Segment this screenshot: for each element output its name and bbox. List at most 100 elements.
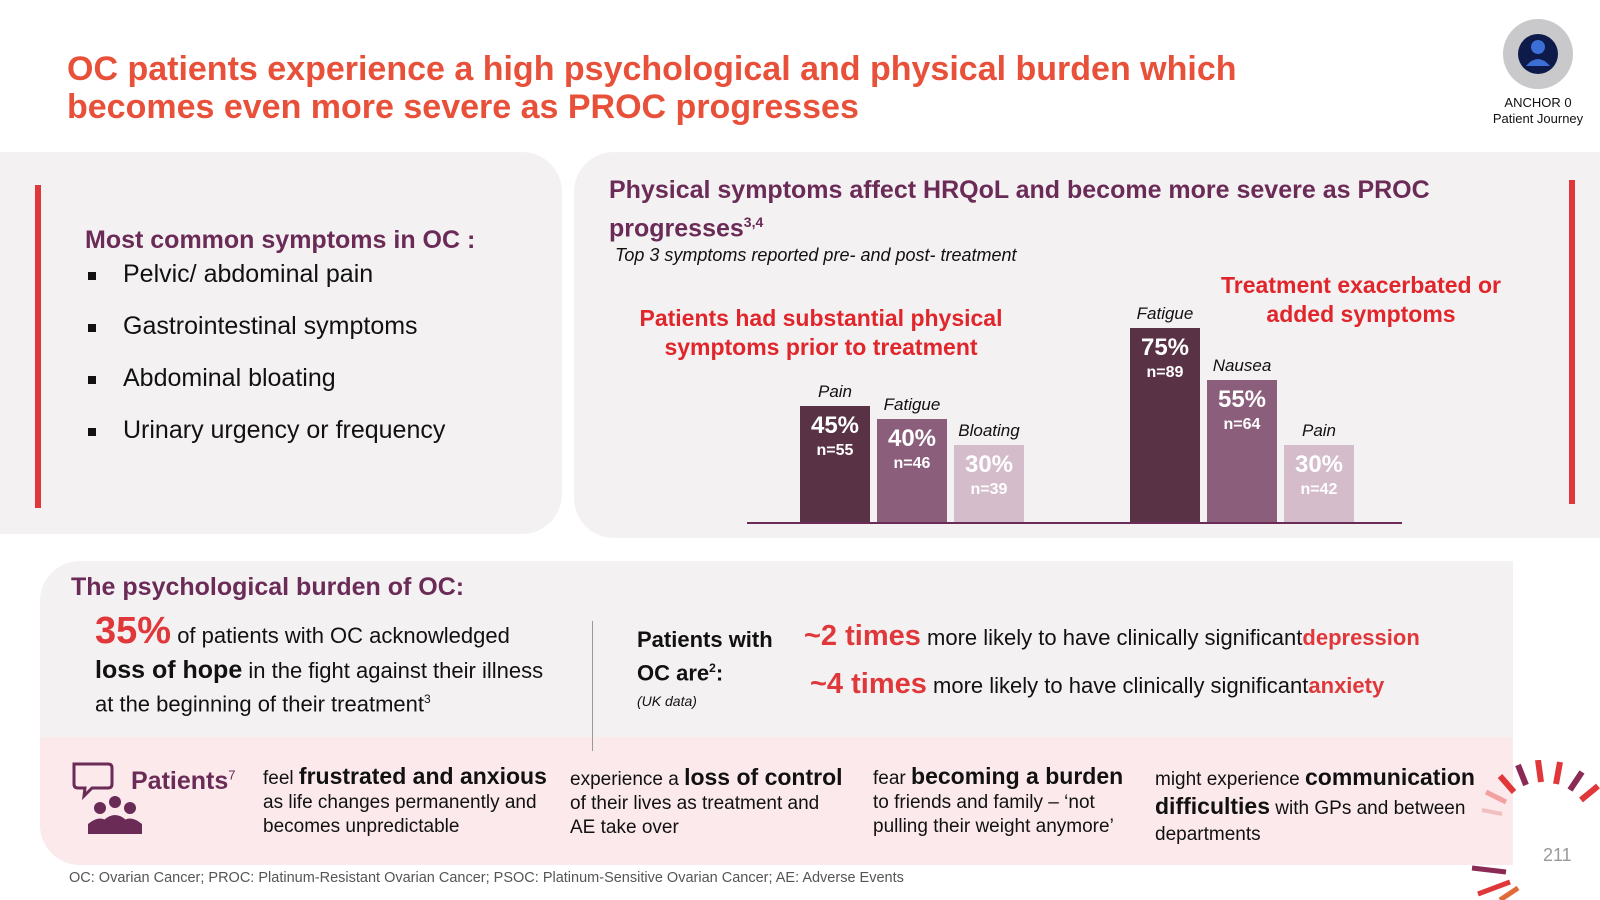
bar-category-label: Pain bbox=[1301, 421, 1337, 440]
uk-data-note: (UK data) bbox=[637, 693, 697, 710]
chart-bar-post-treatment-fatigue: 75% n=89 bbox=[1130, 328, 1200, 523]
chart-bar-post-treatment-pain: 30% n=42 bbox=[1284, 445, 1354, 523]
col1-pre: feel bbox=[263, 768, 294, 789]
bar-value-label: 75% bbox=[1140, 334, 1190, 361]
physical-heading-line1: Physical symptoms affect HRQoL and becom… bbox=[609, 176, 1430, 204]
stat-bold: loss of hope bbox=[95, 656, 243, 684]
chart-bar-pre-treatment-fatigue: 40% n=46 bbox=[877, 419, 947, 523]
stat-percent: 35% bbox=[95, 610, 172, 652]
col3-rest1: to friends and family – ‘not bbox=[873, 792, 1095, 813]
left-accent-bar bbox=[35, 185, 41, 508]
list-item-text: Gastrointestinal symptoms bbox=[123, 312, 418, 340]
pre-treatment-note: Patients had substantial physical sympto… bbox=[620, 304, 1022, 362]
col4-rest2: departments bbox=[1155, 824, 1261, 845]
title-line-1: OC patients experience a high psychologi… bbox=[67, 50, 1237, 88]
chart-subtitle: Top 3 symptoms reported pre- and post- t… bbox=[615, 245, 1017, 265]
bullet-icon bbox=[88, 324, 96, 332]
bar-n-label: n=46 bbox=[893, 455, 931, 472]
anchor-line-2: Patient Journey bbox=[1492, 111, 1584, 126]
bullet-icon bbox=[88, 376, 96, 384]
col2-rest1: of their lives as treatment and bbox=[570, 793, 820, 814]
patients-col-communication: might experience communication difficult… bbox=[1155, 764, 1475, 848]
chart-bar-pre-treatment-bloating: 30% n=39 bbox=[954, 445, 1024, 523]
anchor-person-icon bbox=[1518, 34, 1558, 74]
chart-bar-pre-treatment-pain: 45% n=55 bbox=[800, 406, 870, 523]
stat-text-1: of patients with OC acknowledged bbox=[177, 623, 510, 648]
patients-col-control: experience a loss of control of their li… bbox=[570, 765, 843, 840]
patients-band bbox=[40, 737, 1513, 865]
list-item-text: Urinary urgency or frequency bbox=[123, 416, 446, 444]
col2-bold: loss of control bbox=[684, 764, 843, 790]
symptoms-heading: Most common symptoms in OC : bbox=[85, 226, 476, 254]
bar-category-label: Fatigue bbox=[1136, 304, 1194, 323]
patients-col-frustrated: feel frustrated and anxious as life chan… bbox=[263, 764, 547, 839]
psych-heading: The psychological burden of OC: bbox=[71, 573, 465, 601]
symptoms-panel bbox=[0, 152, 562, 534]
patients-with-line1: Patients with bbox=[637, 627, 773, 652]
list-item-text: Pelvic/ abdominal pain bbox=[123, 260, 374, 288]
patients-label-text: Patients bbox=[131, 767, 229, 795]
footnote: OC: Ovarian Cancer; PROC: Platinum-Resis… bbox=[69, 870, 904, 886]
bar-n-label: n=89 bbox=[1146, 364, 1184, 381]
depression-word: depression bbox=[1302, 625, 1420, 650]
post-note-line1: Treatment exacerbated or bbox=[1221, 272, 1501, 298]
pre-note-line1: Patients had substantial physical bbox=[639, 305, 1003, 331]
anchor-label: ANCHOR 0 Patient Journey bbox=[1470, 95, 1600, 127]
depression-text: more likely to have clinically significa… bbox=[927, 625, 1303, 650]
bar-n-label: n=39 bbox=[970, 481, 1008, 498]
col1-rest2: becomes unpredictable bbox=[263, 816, 460, 837]
col3-rest2: pulling their weight anymore’ bbox=[873, 816, 1114, 837]
symptom-bar-chart: 45% n=55 Pain 40% n=46 Fatigue 30% n=39 Bloating… bbox=[740, 295, 1400, 525]
anchor-avatar[interactable] bbox=[1503, 19, 1573, 89]
physical-symptoms-panel bbox=[574, 152, 1600, 538]
stat-text-2: in the fight against their illness bbox=[248, 658, 544, 683]
anxiety-times: ~4 times bbox=[810, 668, 927, 700]
page-title: OC patients experience a high psychologi… bbox=[67, 50, 1407, 126]
depression-row: ~2 times more likely to have clinically … bbox=[804, 620, 1420, 653]
page-number: 211 bbox=[1543, 845, 1572, 865]
bar-category-label: Bloating bbox=[958, 421, 1020, 440]
people-group-icon bbox=[72, 762, 142, 834]
bar-value-label: 45% bbox=[810, 412, 860, 439]
patients-icons bbox=[70, 760, 142, 845]
physical-heading: Physical symptoms affect HRQoL and becom… bbox=[609, 174, 1430, 244]
anxiety-word: anxiety bbox=[1308, 673, 1385, 698]
decorative-ray-logo bbox=[1471, 760, 1600, 900]
col2-rest2: AE take over bbox=[570, 817, 679, 838]
col2-pre: experience a bbox=[570, 769, 679, 790]
patients-with-colon: : bbox=[715, 660, 724, 686]
pre-note-line2: symptoms prior to treatment bbox=[664, 334, 978, 360]
post-treatment-note: Treatment exacerbated or added symptoms bbox=[1205, 271, 1517, 329]
list-item-text: Abdominal bloating bbox=[123, 364, 336, 392]
psych-divider bbox=[592, 621, 593, 751]
col1-rest1: as life changes permanently and bbox=[263, 792, 537, 813]
physical-heading-ref: 3,4 bbox=[743, 214, 764, 230]
bar-value-label: 40% bbox=[887, 425, 937, 452]
col4-pre: might experience bbox=[1155, 769, 1300, 790]
patients-label: Patients7 bbox=[131, 767, 236, 796]
bar-n-label: n=42 bbox=[1300, 481, 1338, 498]
post-note-line2: added symptoms bbox=[1266, 301, 1456, 327]
loss-of-hope-stat: 35% of patients with OC acknowledged los… bbox=[95, 612, 595, 718]
depression-times: ~2 times bbox=[804, 620, 921, 652]
chart-baseline bbox=[747, 522, 1402, 524]
col4-rest1: with GPs and between bbox=[1275, 798, 1466, 819]
patients-col-burden: fear becoming a burden to friends and fa… bbox=[873, 764, 1123, 839]
bullet-icon bbox=[88, 272, 96, 280]
stat-text-3: at the beginning of their treatment bbox=[95, 691, 424, 717]
anxiety-row: ~4 times more likely to have clinically … bbox=[810, 668, 1384, 701]
col4-bold2: difficulties bbox=[1155, 793, 1271, 819]
physical-heading-line2: progresses bbox=[609, 214, 744, 243]
stat-ref: 3 bbox=[424, 692, 431, 706]
col4-bold1: communication bbox=[1304, 764, 1475, 790]
col1-bold: frustrated and anxious bbox=[298, 763, 547, 789]
patients-with-oc-label: Patients with OC are2: (UK data) bbox=[637, 626, 773, 715]
anchor-line-1: ANCHOR 0 bbox=[1504, 95, 1572, 110]
bar-n-label: n=55 bbox=[816, 442, 854, 459]
col3-pre: fear bbox=[873, 768, 906, 789]
patients-label-ref: 7 bbox=[228, 767, 236, 783]
title-line-2: becomes even more severe as PROC progres… bbox=[67, 88, 859, 126]
bar-value-label: 30% bbox=[964, 451, 1014, 478]
bar-category-label: Fatigue bbox=[883, 395, 941, 414]
patients-with-ref: 2 bbox=[709, 661, 716, 675]
